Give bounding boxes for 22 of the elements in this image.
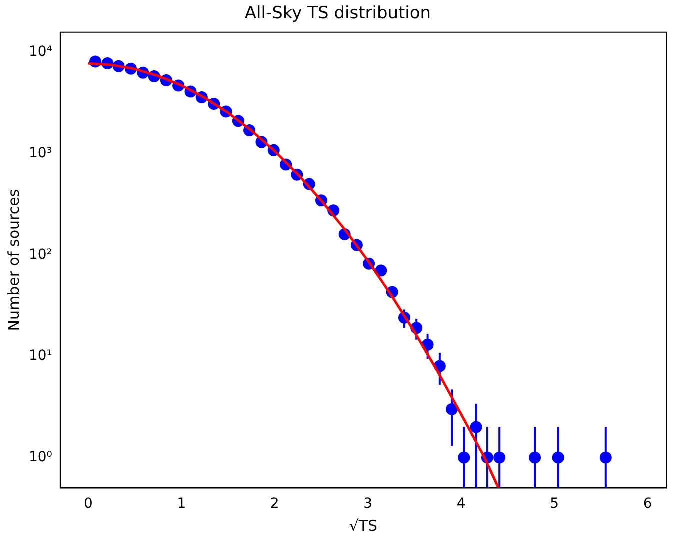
point (494, 452, 506, 464)
x-tick-label: 0 (84, 496, 93, 512)
x-tick-label: 2 (270, 496, 280, 512)
point (470, 421, 482, 434)
x-tick-label: 5 (550, 496, 560, 512)
point (458, 452, 470, 464)
y-tick-label: 10⁴ (28, 44, 53, 60)
y-tick-label: 10¹ (28, 348, 52, 364)
y-tick-label: 10⁰ (28, 449, 53, 466)
x-tick-label: 4 (456, 496, 466, 512)
x-tick-label: 6 (643, 496, 652, 512)
x-tick-label: 3 (364, 496, 373, 512)
chart-title: All-Sky TS distribution (244, 4, 432, 24)
point (552, 452, 564, 464)
y-tick-label: 10³ (28, 145, 52, 162)
point (529, 452, 542, 464)
point (600, 452, 612, 464)
y-axis-title: Number of sources (4, 189, 23, 332)
y-tick-label: 10² (28, 246, 52, 263)
x-tick-label: 1 (177, 496, 186, 512)
x-axis-title: √TS (349, 516, 378, 535)
point (446, 403, 458, 416)
